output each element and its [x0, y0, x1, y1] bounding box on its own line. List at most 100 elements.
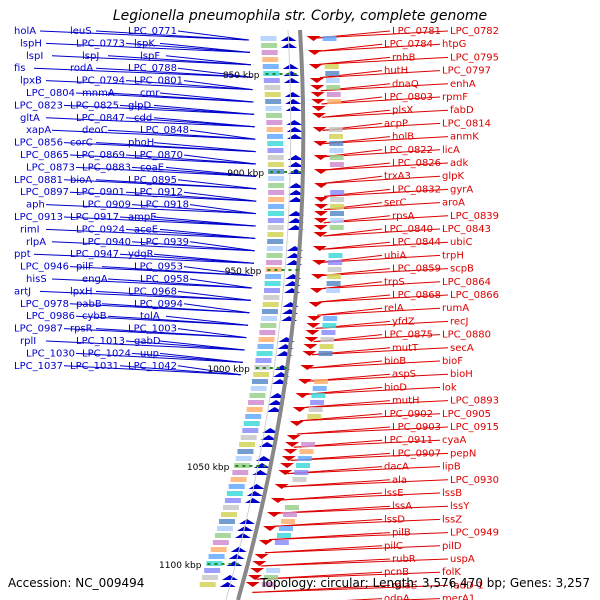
gene-label-right: LPC_0905: [442, 409, 491, 420]
gene-label-left: LPC_1003: [128, 324, 177, 335]
gene-leader-line-left: [45, 340, 245, 351]
gene-features: [199, 36, 345, 587]
gene-leader-line-right: [318, 294, 391, 303]
gene-label-left: LPC_0924: [76, 224, 125, 235]
reverse-gene-arrow: [314, 204, 329, 209]
gene-leader-line-right: [319, 70, 383, 79]
feature-block: [329, 218, 344, 223]
gene-label-right: rumA: [442, 303, 469, 314]
gene-leader-line-left: [131, 204, 256, 215]
gene-leader-line-left: [159, 42, 250, 53]
reverse-gene-arrow: [311, 106, 326, 111]
feature-block: [262, 57, 279, 62]
forward-gene-arrow: [286, 120, 303, 125]
feature-block: [267, 239, 284, 244]
gene-label-right: secA: [450, 343, 474, 354]
feature-block: [318, 351, 333, 356]
feature-block: [265, 274, 282, 279]
gene-label-left: coaE: [140, 162, 164, 173]
gene-leader-line-right: [268, 532, 449, 541]
gene-label-left: LPC_0881: [14, 175, 63, 186]
gene-label-left: rplI: [20, 336, 36, 347]
feature-block: [311, 393, 326, 398]
gene-leader-line-right: [316, 30, 449, 39]
reverse-gene-arrow: [280, 463, 295, 468]
gene-label-right: lssD: [384, 514, 405, 525]
gene-leader-line-left: [153, 117, 255, 128]
forward-gene-arrow: [260, 435, 277, 440]
gene-label-right: LPC_0826: [392, 158, 441, 169]
gene-label-right: lssY: [450, 501, 470, 512]
feature-block: [257, 344, 274, 349]
gene-leader-line-right: [287, 466, 441, 475]
feature-block: [327, 99, 342, 104]
gene-leader-line-right: [283, 479, 449, 488]
feature-block: [322, 36, 337, 41]
gene-leader-line-right: [322, 241, 391, 250]
reverse-gene-arrow: [308, 302, 323, 307]
gene-label-right: LPC_0839: [450, 211, 499, 222]
feature-block: [326, 92, 341, 97]
feature-block: [313, 379, 328, 384]
feature-block: [239, 442, 256, 447]
feature-block: [262, 64, 279, 69]
gene-label-left: LPC_0883: [82, 162, 131, 173]
gene-leader-line-left: [159, 340, 245, 351]
gene-leader-line-left: [189, 204, 257, 215]
gene-leader-line-right: [318, 294, 449, 303]
feature-block: [260, 36, 277, 41]
gene-label-right: hutH: [384, 66, 408, 77]
gene-label-left: cybB: [82, 311, 107, 322]
reverse-gene-arrow: [311, 99, 326, 104]
gene-label-right: LPC_0832: [392, 184, 441, 195]
forward-gene-arrow: [285, 106, 302, 111]
gene-leader-line-left: [101, 303, 250, 314]
feature-block: [267, 141, 284, 146]
gene-leader-line-left: [125, 80, 253, 91]
gene-label-right: holB: [392, 132, 414, 143]
feature-block: [206, 561, 223, 566]
gene-leader-line-left: [45, 80, 253, 91]
page-title: Legionella pneumophila str. Corby, compl…: [112, 8, 488, 24]
reverse-gene-arrow: [307, 50, 322, 55]
feature-block: [323, 316, 338, 321]
gene-leader-line-left: [153, 142, 256, 153]
feature-block: [268, 197, 285, 202]
inner-ring-arc: [225, 29, 292, 600]
gene-leader-line-left: [131, 166, 257, 177]
gene-label-right: LPC_0814: [442, 118, 491, 129]
feature-block: [281, 519, 296, 524]
gene-label-left: LPC_0946: [20, 262, 69, 273]
gene-leader-line-left: [45, 117, 255, 128]
feature-block: [330, 204, 345, 209]
gene-label-right: lssA: [392, 501, 412, 512]
gene-label-left: LPC_0912: [134, 187, 183, 198]
gene-label-left: mnmA: [82, 88, 115, 99]
gene-label-right: lssB: [442, 488, 462, 499]
feature-block: [210, 547, 227, 552]
gene-label-right: gyrA: [450, 184, 473, 195]
reverse-gene-arrow: [286, 435, 301, 440]
feature-block: [235, 456, 252, 461]
forward-gene-arrow: [287, 162, 304, 167]
gene-leader-line-right: [319, 281, 441, 290]
gene-label-right: pcnB: [384, 567, 409, 578]
feature-block: [208, 554, 225, 559]
feature-block: [294, 470, 309, 475]
reverse-gene-arrow: [312, 127, 327, 132]
feature-block: [254, 365, 271, 370]
feature-block: [261, 316, 278, 321]
gene-label-right: trxA3: [384, 171, 411, 182]
gene-leader-line-right: [324, 188, 449, 197]
reverse-gene-arrow: [250, 568, 265, 573]
gene-leader-line-right: [318, 56, 449, 65]
gene-leader-line-left: [119, 104, 255, 115]
gene-leader-line-left: [107, 278, 253, 289]
gene-label-right: glpK: [442, 171, 464, 182]
gene-label-right: plsX: [392, 105, 413, 116]
gene-leader-line-left: [95, 67, 252, 78]
gene-label-left: uup: [140, 348, 159, 359]
gene-label-left: aph: [26, 200, 45, 211]
gene-label-left: pilF: [76, 262, 94, 273]
gene-label-right: LPC_0915: [450, 422, 499, 433]
